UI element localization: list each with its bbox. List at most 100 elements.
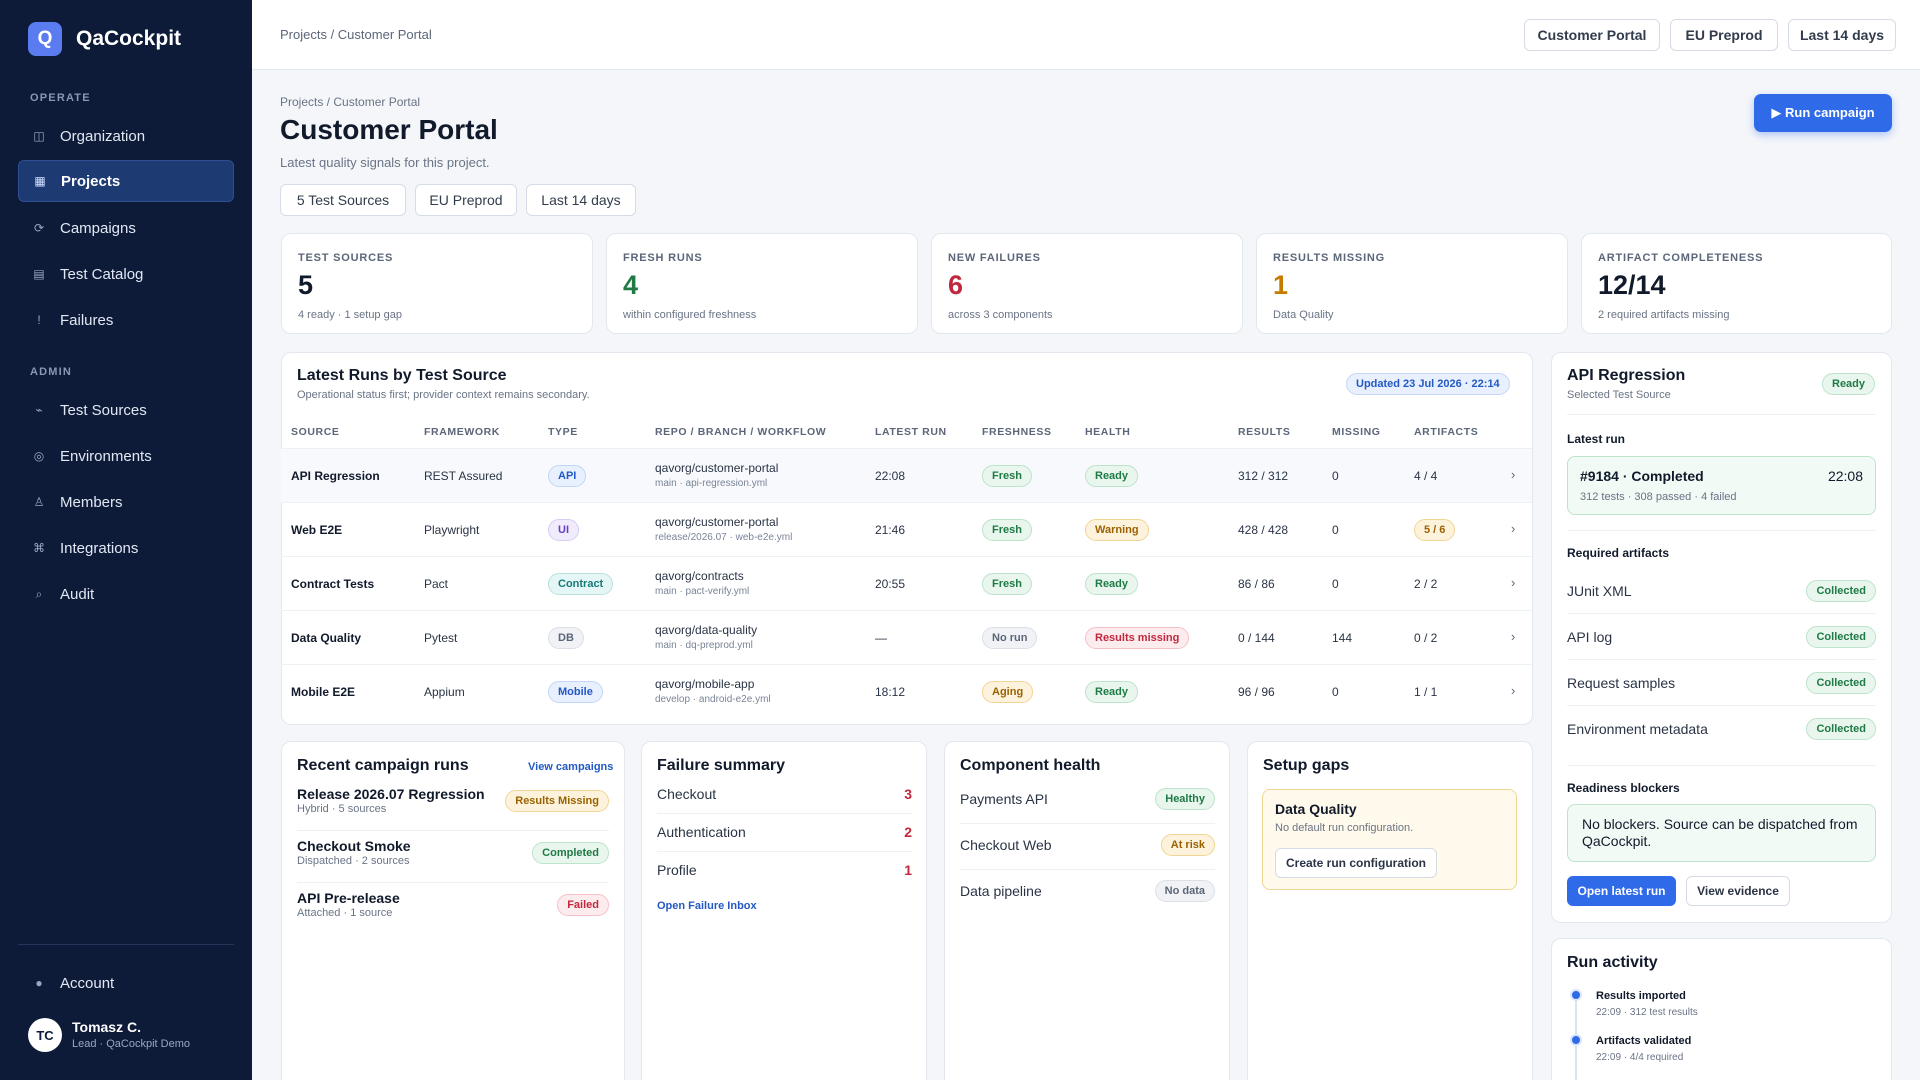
latest-runs-card xyxy=(281,352,1533,725)
sidebar-item-audit[interactable]: ⌕ Audit xyxy=(18,573,234,615)
members-icon: ♙ xyxy=(33,495,45,509)
view-evidence-button[interactable]: View evidence xyxy=(1686,876,1790,906)
sidebar-item-label: Failures xyxy=(60,311,114,329)
type-badge: Contract xyxy=(548,573,614,595)
campaign-item[interactable]: Checkout Smoke Dispatched · 2 sources Comp… xyxy=(297,830,609,882)
campaign-item[interactable]: API Pre-release Attached · 1 source Failed xyxy=(297,882,609,934)
open-failure-inbox-link[interactable]: Open Failure Inbox xyxy=(657,900,757,912)
kpi-note: 4 ready · 1 setup gap xyxy=(298,309,402,321)
kpi-note: across 3 components xyxy=(948,309,1053,321)
failure-summary-title: Failure summary xyxy=(657,757,786,774)
table-row[interactable]: API Regression REST Assured API qavorg/cust… xyxy=(281,448,1532,502)
sidebar-item-label: Members xyxy=(60,493,123,511)
sidebar-divider xyxy=(18,944,234,945)
col-header[interactable]: LATEST RUN xyxy=(875,426,947,438)
repo-cell[interactable]: qavorg/customer-portal main · api-regress… xyxy=(655,461,778,489)
component-name: Data pipeline xyxy=(960,883,1042,899)
col-header[interactable]: SOURCE xyxy=(291,426,340,438)
branch-workflow: main · pact-verify.yml xyxy=(655,586,750,597)
col-header[interactable]: FRESHNESS xyxy=(982,426,1052,438)
component-item[interactable]: Data pipeline No data xyxy=(960,880,1215,916)
col-header[interactable]: REPO / BRANCH / WORKFLOW xyxy=(655,426,827,438)
sidebar-item-label: Campaigns xyxy=(60,219,136,237)
campaign-name: API Pre-release xyxy=(297,890,400,906)
sidebar-item-label: Organization xyxy=(60,127,146,145)
avatar[interactable]: TC xyxy=(28,1018,62,1052)
table-row[interactable]: Contract Tests Pact Contract qavorg/contrac… xyxy=(281,556,1532,610)
topbar: Projects / Customer Portal Customer Port… xyxy=(252,0,1920,70)
type-badge: Mobile xyxy=(548,681,603,703)
repo-cell[interactable]: qavorg/data-quality main · dq-preprod.yml xyxy=(655,623,757,651)
divider xyxy=(960,823,1215,824)
repo-cell[interactable]: qavorg/mobile-app develop · android-e2e.y… xyxy=(655,677,771,705)
health-badge: Results missing xyxy=(1085,627,1190,649)
sidebar-item-members[interactable]: ♙ Members xyxy=(18,481,234,523)
kpi-label: RESULTS MISSING xyxy=(1273,252,1386,264)
sidebar-item-test-catalog[interactable]: ▤ Test Catalog xyxy=(18,253,234,295)
sidebar-item-projects[interactable]: ▦ Projects xyxy=(18,160,234,202)
kpi-label: NEW FAILURES xyxy=(948,252,1041,264)
col-header[interactable]: TYPE xyxy=(548,426,578,438)
repo-cell[interactable]: qavorg/customer-portal release/2026.07 · … xyxy=(655,515,792,543)
sidebar-item-integrations[interactable]: ⌘ Integrations xyxy=(18,527,234,569)
col-header[interactable]: RESULTS xyxy=(1238,426,1291,438)
col-header[interactable]: HEALTH xyxy=(1085,426,1131,438)
page-subtitle: Latest quality signals for this project. xyxy=(280,155,490,170)
failure-item[interactable]: Profile 1 xyxy=(657,862,912,892)
kpi-artifact-completeness: ARTIFACT COMPLETENESS 12/14 2 required a… xyxy=(1581,233,1892,334)
framework-cell: Appium xyxy=(424,685,465,699)
table-row[interactable]: Web E2E Playwright UI qavorg/customer-porta… xyxy=(281,502,1532,556)
component-item[interactable]: Checkout Web At risk xyxy=(960,834,1215,870)
sidebar-item-organization[interactable]: ◫ Organization xyxy=(18,115,234,157)
campaign-name: Release 2026.07 Regression xyxy=(297,786,485,802)
divider xyxy=(297,882,609,883)
kpi-value: 12/14 xyxy=(1598,270,1666,300)
run-campaign-button[interactable]: ▶ Run campaign xyxy=(1754,94,1892,132)
component-name: Checkout Web xyxy=(960,837,1052,853)
view-campaigns-link[interactable]: View campaigns xyxy=(528,761,614,773)
integrations-icon: ⌘ xyxy=(33,541,45,555)
freshness-badge: No run xyxy=(982,627,1038,649)
latest-run-card[interactable]: #9184 · Completed 22:08 312 tests · 308 … xyxy=(1567,456,1876,515)
component-item[interactable]: Payments API Healthy xyxy=(960,788,1215,824)
col-header[interactable]: FRAMEWORK xyxy=(424,426,500,438)
table-row[interactable]: Mobile E2E Appium Mobile qavorg/mobile-app d… xyxy=(281,664,1532,718)
failure-item[interactable]: Authentication 2 xyxy=(657,824,912,854)
col-header[interactable]: ARTIFACTS xyxy=(1414,426,1479,438)
campaign-item[interactable]: Release 2026.07 Regression Hybrid · 5 sou… xyxy=(297,786,609,830)
chevron-right-icon[interactable]: › xyxy=(1511,629,1516,644)
sidebar-item-account[interactable]: ● Account xyxy=(18,962,234,1004)
environment-filter[interactable]: EU Preprod xyxy=(415,184,517,216)
brand[interactable]: Q QaCockpit xyxy=(28,22,181,56)
chevron-right-icon[interactable]: › xyxy=(1511,575,1516,590)
chevron-right-icon[interactable]: › xyxy=(1511,467,1516,482)
results-cell: 0 / 144 xyxy=(1238,631,1275,645)
failure-item[interactable]: Checkout 3 xyxy=(657,786,912,816)
table-row[interactable]: Data Quality Pytest DB qavorg/data-quality m… xyxy=(281,610,1532,664)
chevron-right-icon[interactable]: › xyxy=(1511,683,1516,698)
environment-chip[interactable]: EU Preprod xyxy=(1670,19,1778,51)
sidebar-item-failures[interactable]: ! Failures xyxy=(18,299,234,341)
open-latest-run-button[interactable]: Open latest run xyxy=(1567,876,1676,906)
sidebar-item-campaigns[interactable]: ⟳ Campaigns xyxy=(18,207,234,249)
date-range-filter[interactable]: Last 14 days xyxy=(526,184,636,216)
missing-cell: 0 xyxy=(1332,685,1339,699)
repo-cell[interactable]: qavorg/contracts main · pact-verify.yml xyxy=(655,569,749,597)
activity-title: Artifacts validated xyxy=(1596,1035,1692,1047)
sidebar-item-environments[interactable]: ◎ Environments xyxy=(18,435,234,477)
project-chip[interactable]: Customer Portal xyxy=(1524,19,1660,51)
page-title: Customer Portal xyxy=(280,114,498,145)
test-sources-filter[interactable]: 5 Test Sources xyxy=(280,184,406,216)
col-header[interactable]: MISSING xyxy=(1332,426,1381,438)
create-run-configuration-button[interactable]: Create run configuration xyxy=(1275,848,1437,878)
component-status-badge: No data xyxy=(1154,880,1215,902)
source-cell: Contract Tests xyxy=(291,577,375,591)
sidebar-item-test-sources[interactable]: ⌁ Test Sources xyxy=(18,389,234,431)
catalog-icon: ▤ xyxy=(33,267,45,281)
kpi-value: 5 xyxy=(298,270,314,300)
chevron-right-icon[interactable]: › xyxy=(1511,521,1516,536)
setup-gap-text: No default run configuration. xyxy=(1275,822,1414,834)
artifact-item: Environment metadata Collected xyxy=(1567,718,1876,752)
date-range-chip[interactable]: Last 14 days xyxy=(1788,19,1896,51)
results-cell: 312 / 312 xyxy=(1238,469,1289,483)
